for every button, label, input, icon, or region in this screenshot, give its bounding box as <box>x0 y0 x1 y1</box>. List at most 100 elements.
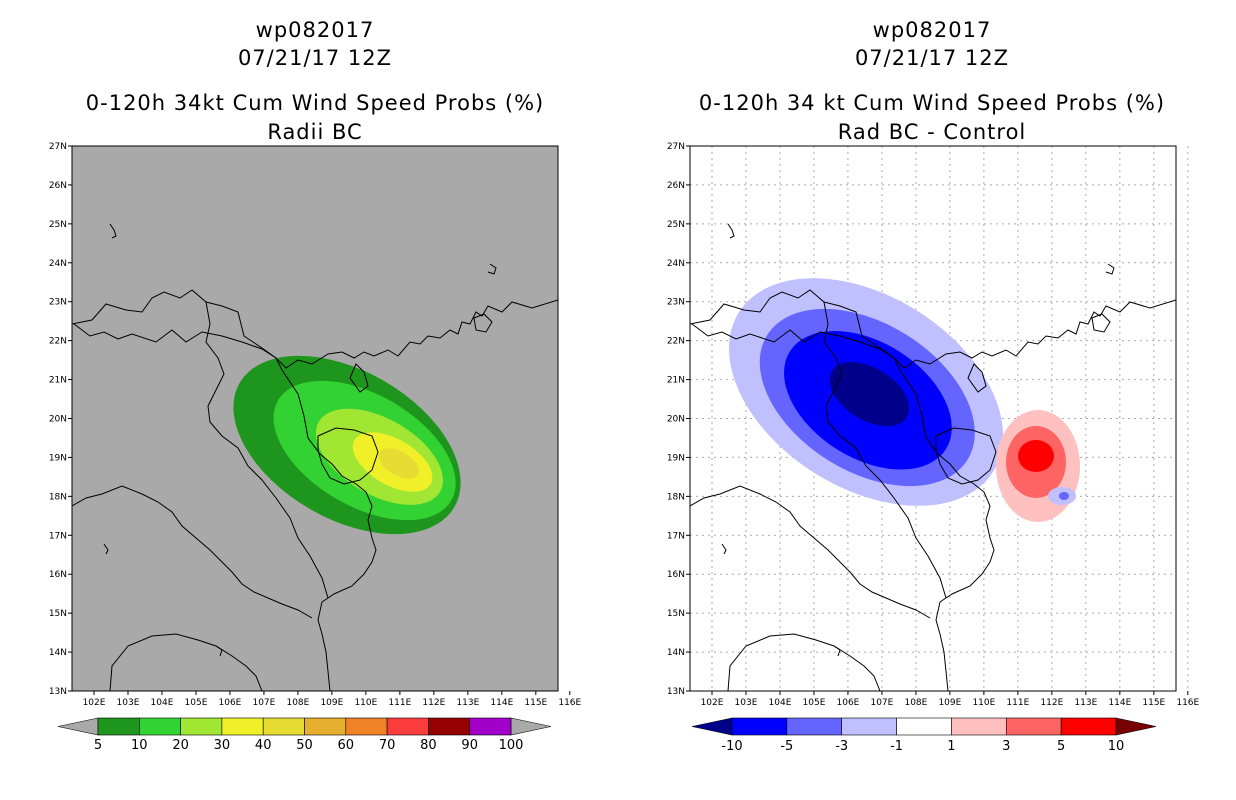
colorbar-label: 10 <box>1108 739 1125 754</box>
left-colorbar: 5 10 20 30 40 50 60 70 80 90 100 <box>57 717 552 753</box>
left-title-date: 07/21/17 12Z <box>237 46 393 70</box>
colorbar-swatch <box>180 717 223 736</box>
colorbar-label: 80 <box>420 738 437 753</box>
lon-label: 108E <box>286 698 309 708</box>
colorbar-swatch <box>221 717 264 736</box>
right-difference-contours <box>690 223 1176 691</box>
colorbar-high-arrow <box>1115 717 1157 736</box>
lat-label: 24N <box>667 259 685 269</box>
colorbar-label: 70 <box>379 738 396 753</box>
lat-label: 27N <box>667 142 685 152</box>
left-title-product: 0-120h 34kt Cum Wind Speed Probs (%) <box>85 91 545 115</box>
lat-label: 23N <box>667 298 685 308</box>
lon-label: 110E <box>972 698 995 708</box>
lon-label: 104E <box>769 698 792 708</box>
lon-label: 116E <box>558 698 581 708</box>
lat-label: 26N <box>667 181 685 191</box>
colorbar-swatch <box>386 717 429 736</box>
colorbar-swatch <box>428 717 470 736</box>
lat-label: 16N <box>49 570 67 580</box>
colorbar-label: 20 <box>172 738 189 753</box>
right-gridlines <box>690 146 1189 691</box>
lon-label: 111E <box>1006 698 1029 708</box>
lon-label: 112E <box>422 698 445 708</box>
lat-label: 26N <box>49 181 67 191</box>
lon-label: 114E <box>1108 698 1131 708</box>
colorbar-label: -3 <box>835 739 848 754</box>
lon-label: 113E <box>1074 698 1097 708</box>
lat-label: 13N <box>49 687 67 697</box>
lon-label: 105E <box>803 698 826 708</box>
lat-label: 14N <box>49 648 67 658</box>
lat-label: 20N <box>49 415 67 425</box>
right-title-subtitle: Rad BC - Control <box>837 120 1027 144</box>
lat-label: 17N <box>49 531 67 541</box>
lon-label: 109E <box>938 698 961 708</box>
lat-label: 25N <box>667 220 685 230</box>
lat-label: 19N <box>667 453 685 463</box>
lon-label: 109E <box>320 698 343 708</box>
colorbar-label: -10 <box>721 739 742 754</box>
lon-label: 116E <box>1176 698 1199 708</box>
left-probability-contours <box>72 223 558 691</box>
colorbar-swatch <box>1060 717 1117 736</box>
colorbar-label: 60 <box>338 738 355 753</box>
lat-label: 21N <box>49 376 67 386</box>
colorbar-label: 1 <box>947 739 955 754</box>
left-axes: 13N 14N 15N 16N 17N 18N 19N 20N 21N 22N 23N 24N 25N 2… <box>49 142 582 708</box>
lon-label: 103E <box>117 698 140 708</box>
lat-label: 22N <box>667 337 685 347</box>
lon-label: 107E <box>870 698 893 708</box>
left-map-panel: 13N 14N 15N 16N 17N 18N 19N 20N 21N 22N 23N 24N 25N 2… <box>49 142 582 753</box>
colorbar-label: -5 <box>780 739 793 754</box>
colorbar-swatch <box>841 717 897 736</box>
right-axes: 13N 14N 15N 16N 17N 18N 19N 20N 21N 22N 23N 24N 25N 2… <box>667 142 1200 708</box>
lon-label: 103E <box>735 698 758 708</box>
lon-label: 112E <box>1040 698 1063 708</box>
right-title-storm-id: wp082017 <box>872 18 992 42</box>
lon-label: 113E <box>456 698 479 708</box>
lon-label: 104E <box>151 698 174 708</box>
lat-label: 22N <box>49 337 67 347</box>
lat-label: 15N <box>667 609 685 619</box>
lon-label: 106E <box>219 698 242 708</box>
colorbar-label: 10 <box>131 738 148 753</box>
lat-label: 21N <box>667 376 685 386</box>
lon-label: 108E <box>904 698 927 708</box>
lon-label: 107E <box>252 698 275 708</box>
lat-label: 13N <box>667 687 685 697</box>
colorbar-label: 5 <box>1057 739 1065 754</box>
right-title-date: 07/21/17 12Z <box>854 46 1010 70</box>
lon-label: 106E <box>837 698 860 708</box>
lon-label: 111E <box>388 698 411 708</box>
contour-plus-5 <box>1018 440 1054 472</box>
colorbar-swatch <box>139 717 181 736</box>
left-title-storm-id: wp082017 <box>255 18 375 42</box>
colorbar-swatch <box>345 717 388 736</box>
colorbar-label: 40 <box>255 738 272 753</box>
colorbar-label: 100 <box>499 738 524 753</box>
colorbar-low-arrow <box>691 717 733 736</box>
lat-label: 24N <box>49 259 67 269</box>
lat-label: 18N <box>49 492 67 502</box>
lon-label: 105E <box>185 698 208 708</box>
right-title-product: 0-120h 34 kt Cum Wind Speed Probs (%) <box>698 91 1166 115</box>
right-map-panel: 13N 14N 15N 16N 17N 18N 19N 20N 21N 22N 23N 24N 25N 2… <box>667 142 1200 754</box>
contour-40 <box>378 448 419 479</box>
lat-label: 23N <box>49 298 67 308</box>
lon-label: 110E <box>354 698 377 708</box>
colorbar-label: 30 <box>214 738 231 753</box>
lon-label: 115E <box>1142 698 1165 708</box>
colorbar-swatch <box>97 717 140 736</box>
lat-label: 17N <box>667 531 685 541</box>
colorbar-label: -1 <box>890 739 903 754</box>
colorbar-swatch <box>731 717 788 736</box>
lat-label: 25N <box>49 220 67 230</box>
right-colorbar: -10 -5 -3 -1 1 3 5 10 <box>691 717 1157 754</box>
colorbar-swatch <box>786 717 843 736</box>
colorbar-swatch <box>951 717 1007 736</box>
lat-label: 14N <box>667 648 685 658</box>
colorbar-swatch <box>262 717 305 736</box>
lon-label: 115E <box>524 698 547 708</box>
